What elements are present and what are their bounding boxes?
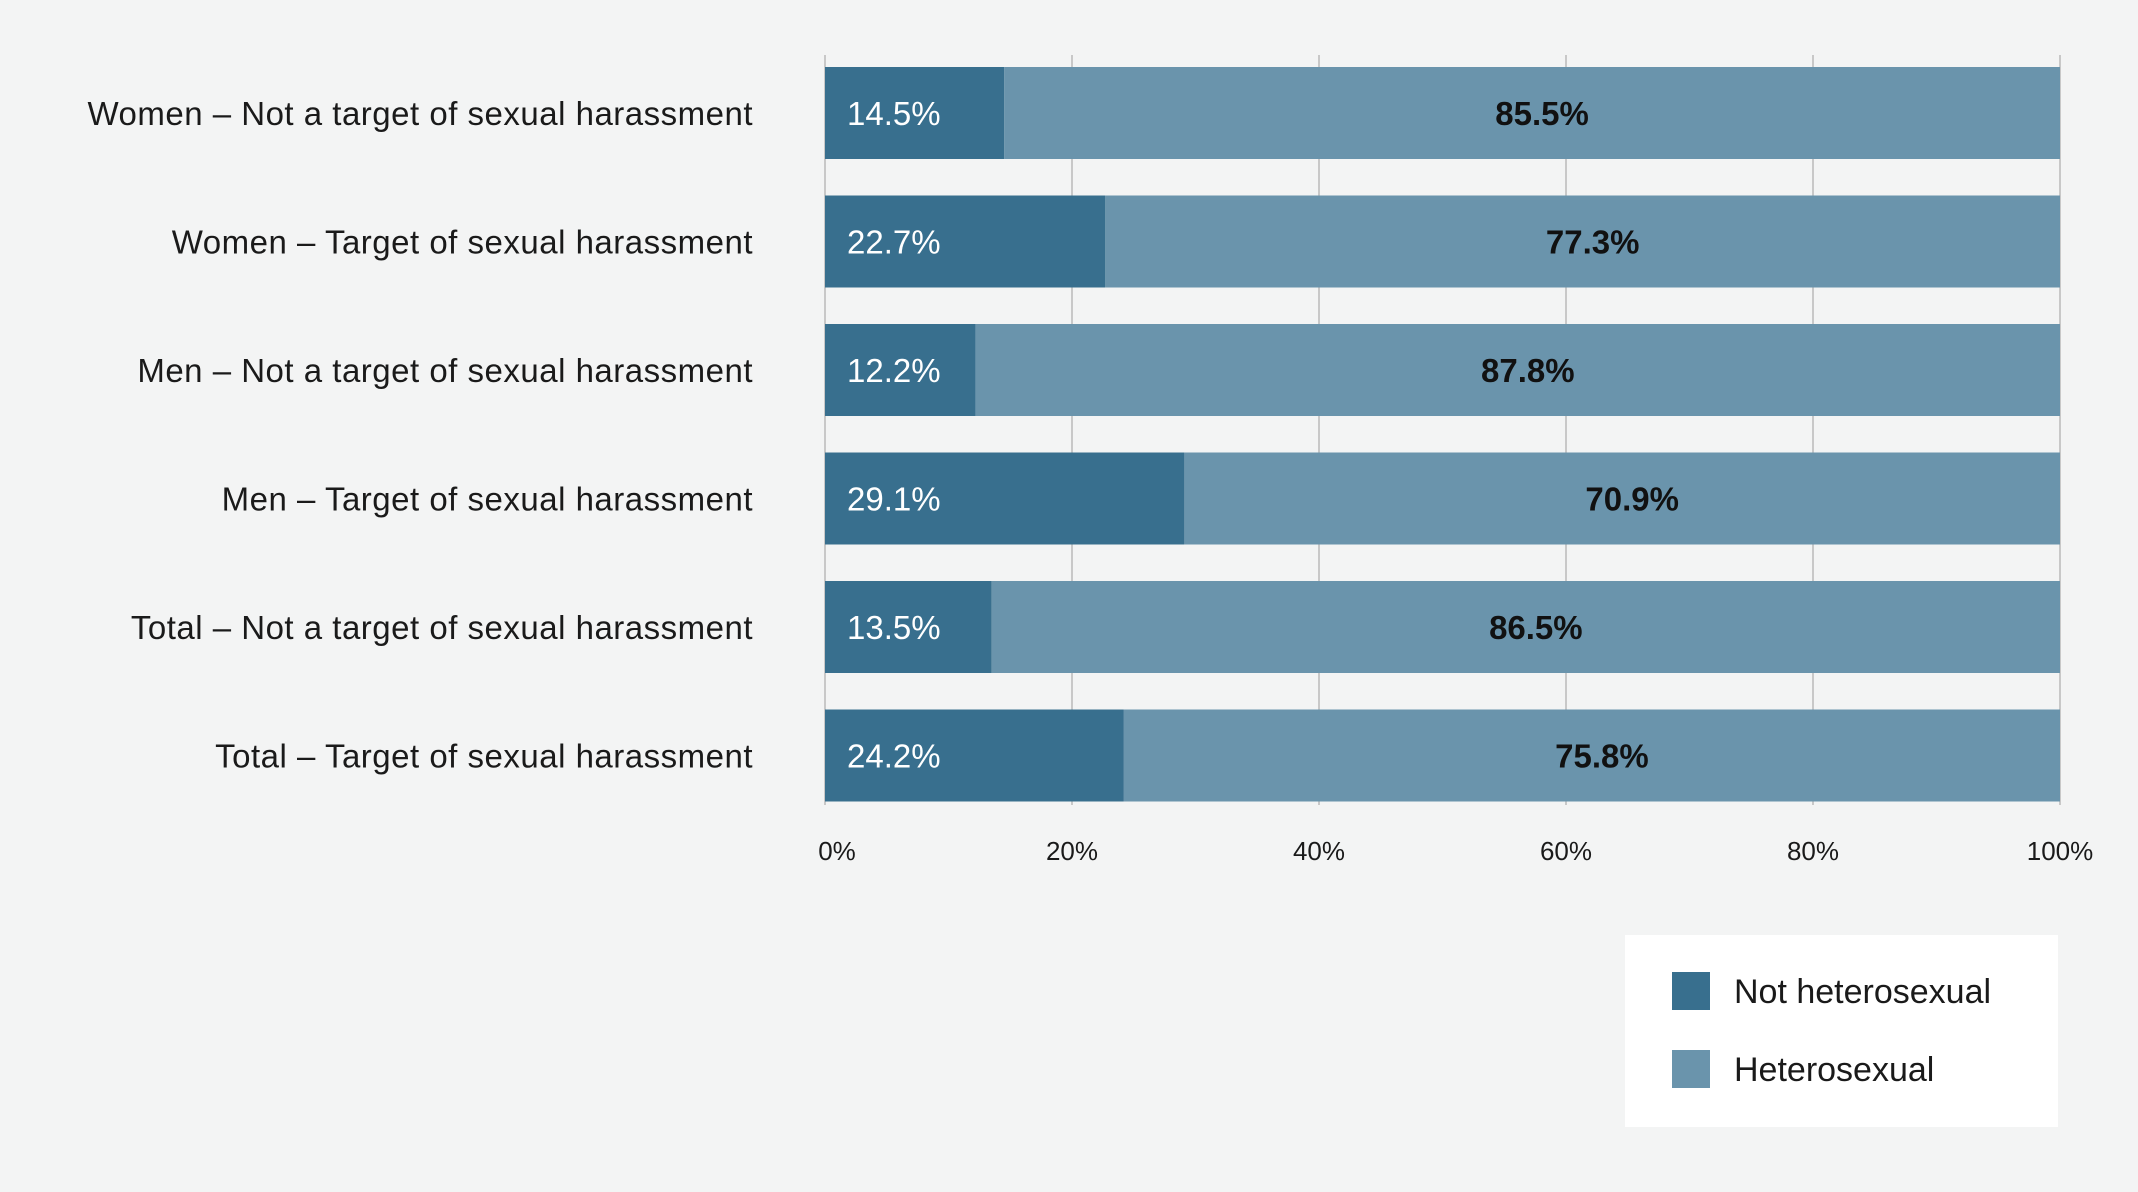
legend-box <box>1625 935 2058 1127</box>
category-label: Women – Target of sexual harassment <box>172 224 753 261</box>
bar-not-heterosexual <box>825 452 1185 545</box>
bar-heterosexual <box>975 324 2061 416</box>
bar-heterosexual <box>1004 67 2061 159</box>
category-label: Women – Not a target of sexual harassmen… <box>87 95 753 132</box>
bar-not-heterosexual <box>825 67 1005 159</box>
bar-value-label: 77.3% <box>1546 224 1640 261</box>
bar-value-label: 29.1% <box>847 481 941 518</box>
x-tick-label: 80% <box>1787 836 1839 866</box>
bar-not-heterosexual <box>825 324 976 416</box>
legend-swatch <box>1672 1050 1710 1088</box>
bar-value-label: 14.5% <box>847 95 941 132</box>
bar-heterosexual <box>991 581 2060 673</box>
category-labels: Women – Not a target of sexual harassmen… <box>87 95 753 775</box>
bar-value-label: 13.5% <box>847 609 941 646</box>
bars: 14.5% 85.5% 22.7% 77.3% 12.2% 87.8% 29.1% 70.9%… <box>825 67 2061 802</box>
bar-heterosexual <box>1105 195 2060 288</box>
bar-value-label: 12.2% <box>847 352 941 389</box>
bar-value-label: 86.5% <box>1489 609 1583 646</box>
bar-value-label: 22.7% <box>847 224 941 261</box>
legend: Not heterosexual Heterosexual <box>1625 935 2058 1127</box>
bar-heterosexual <box>1123 709 2060 802</box>
bar-value-label: 24.2% <box>847 738 941 775</box>
legend-label: Not heterosexual <box>1734 973 1991 1011</box>
legend-swatch <box>1672 972 1710 1010</box>
legend-label: Heterosexual <box>1734 1051 1934 1089</box>
x-tick-label: 60% <box>1540 836 1592 866</box>
category-label: Total – Not a target of sexual harassmen… <box>131 609 753 646</box>
x-tick-label: 20% <box>1046 836 1098 866</box>
bar-not-heterosexual <box>825 581 992 673</box>
bar-value-label: 75.8% <box>1555 738 1649 775</box>
bar-heterosexual <box>1184 452 2060 545</box>
category-label: Men – Target of sexual harassment <box>222 481 753 518</box>
bar-not-heterosexual <box>825 709 1124 802</box>
gridlines <box>824 55 2061 805</box>
x-axis-ticks: 0% 20% 40% 60% 80% 100% <box>818 836 2093 866</box>
bar-value-label: 87.8% <box>1481 352 1575 389</box>
category-label: Total – Target of sexual harassment <box>215 738 753 775</box>
category-label: Men – Not a target of sexual harassment <box>137 352 753 389</box>
x-tick-label: 100% <box>2027 836 2094 866</box>
bar-value-label: 70.9% <box>1585 481 1679 518</box>
x-tick-label: 0% <box>818 836 856 866</box>
x-tick-label: 40% <box>1293 836 1345 866</box>
bar-value-label: 85.5% <box>1495 95 1589 132</box>
bar-not-heterosexual <box>825 195 1106 288</box>
